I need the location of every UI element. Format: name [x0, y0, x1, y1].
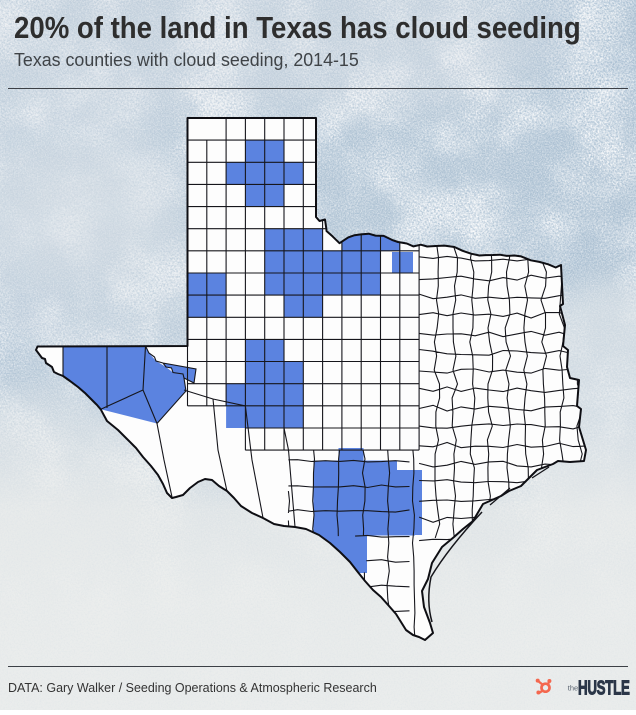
svg-text:the: the — [568, 684, 578, 693]
svg-text:HUSTLE: HUSTLE — [578, 676, 630, 700]
